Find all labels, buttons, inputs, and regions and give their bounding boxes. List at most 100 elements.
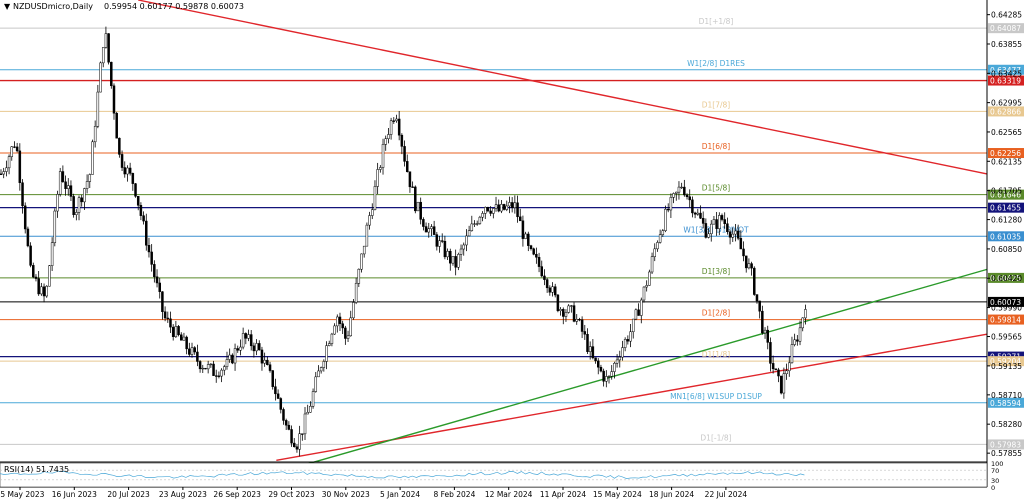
candle-body bbox=[556, 294, 560, 312]
candle-body bbox=[583, 331, 587, 335]
candle-body bbox=[45, 285, 48, 297]
price-badge bbox=[988, 75, 1024, 86]
candle-body bbox=[435, 234, 439, 247]
candle-body bbox=[645, 285, 648, 288]
candle-body bbox=[513, 202, 517, 208]
candle-body bbox=[720, 215, 724, 220]
price-badge bbox=[988, 64, 1024, 75]
candle-body bbox=[7, 156, 11, 169]
candle-body bbox=[683, 186, 686, 196]
candle-body bbox=[212, 363, 215, 376]
y-tick-label: 0.62995 bbox=[991, 99, 1022, 108]
candle-body bbox=[728, 231, 732, 238]
candle-body bbox=[249, 334, 253, 347]
candle-body bbox=[158, 282, 161, 292]
candle-body bbox=[739, 238, 743, 250]
candle-body bbox=[484, 207, 487, 214]
candle-body bbox=[475, 223, 479, 225]
x-tick-label: 30 Nov 2023 bbox=[322, 490, 370, 499]
candle-body bbox=[72, 196, 75, 215]
candle-body bbox=[798, 327, 802, 342]
candle-body bbox=[96, 91, 100, 127]
candle-body bbox=[327, 343, 331, 346]
candle-body bbox=[591, 346, 595, 359]
candle-body bbox=[712, 219, 716, 225]
candle-body bbox=[101, 47, 105, 64]
candle-body bbox=[527, 233, 530, 246]
candle-body bbox=[80, 197, 83, 203]
candle-body bbox=[440, 240, 444, 242]
candle-body bbox=[301, 433, 304, 435]
y-tick-label: 0.59565 bbox=[991, 333, 1022, 342]
candle-body bbox=[2, 171, 5, 175]
candle-body bbox=[18, 150, 22, 183]
candle-body bbox=[268, 364, 272, 371]
candle-body bbox=[91, 141, 94, 175]
candle-body bbox=[610, 371, 613, 377]
candle-body bbox=[465, 235, 468, 246]
candle-body bbox=[723, 219, 726, 224]
level-label: D1[2/8] bbox=[702, 309, 731, 318]
price-badge-label: 0.63477 bbox=[990, 66, 1021, 75]
candle-body bbox=[451, 256, 455, 264]
symbol-label: NZDUSDmicro,Daily bbox=[13, 2, 93, 11]
candle-body bbox=[163, 311, 167, 319]
candle-body bbox=[150, 251, 153, 265]
candle-body bbox=[134, 183, 137, 197]
candle-body bbox=[709, 223, 713, 235]
candle-body bbox=[32, 265, 35, 278]
candle-body bbox=[338, 316, 342, 324]
candle-body bbox=[414, 186, 417, 212]
candle-body bbox=[642, 286, 646, 301]
candle-body bbox=[779, 375, 783, 394]
ohlc-values: 0.59954 0.60177 0.59878 0.60073 bbox=[104, 2, 244, 11]
candle-body bbox=[707, 233, 710, 238]
candle-body bbox=[656, 242, 659, 250]
candle-body bbox=[785, 370, 788, 375]
candle-body bbox=[430, 226, 433, 229]
candle-body bbox=[279, 398, 283, 410]
candle-body bbox=[241, 333, 245, 348]
candle-body bbox=[333, 325, 336, 335]
candle-body bbox=[621, 347, 624, 358]
candle-body bbox=[793, 339, 796, 345]
rsi-frame bbox=[0, 462, 988, 488]
candle-body bbox=[742, 248, 745, 257]
candle-body bbox=[376, 169, 379, 187]
candle-body bbox=[161, 291, 164, 312]
candle-body bbox=[389, 120, 393, 135]
candle-body bbox=[303, 413, 307, 435]
candle-body bbox=[118, 137, 121, 155]
candle-body bbox=[196, 351, 199, 362]
candle-body bbox=[459, 248, 463, 255]
candle-body bbox=[85, 181, 89, 189]
candle-body bbox=[449, 250, 452, 264]
candle-body bbox=[516, 202, 519, 218]
candle-body bbox=[258, 343, 261, 351]
candle-body bbox=[677, 186, 681, 193]
candle-body bbox=[518, 216, 522, 222]
candle-body bbox=[744, 255, 748, 269]
candle-body bbox=[322, 361, 326, 368]
level-label: D1[7/8] bbox=[702, 100, 731, 109]
candle-body bbox=[381, 144, 385, 168]
rsi-label: RSI(14) 51.7435 bbox=[4, 465, 69, 474]
x-tick-label: 11 Apr 2024 bbox=[540, 490, 587, 499]
candle-body bbox=[115, 112, 118, 139]
price-badge bbox=[988, 356, 1024, 367]
y-tick-label: 0.57855 bbox=[991, 449, 1022, 458]
candle-body bbox=[349, 317, 352, 337]
candle-body bbox=[489, 210, 492, 214]
x-tick-label: 22 Jul 2024 bbox=[705, 490, 748, 499]
candle-body bbox=[510, 202, 514, 208]
candle-body bbox=[64, 181, 67, 189]
candle-body bbox=[282, 409, 285, 421]
candle-body bbox=[599, 366, 603, 372]
candle-body bbox=[77, 197, 81, 213]
candle-body bbox=[545, 279, 549, 289]
candle-body bbox=[594, 357, 597, 362]
candle-body bbox=[325, 345, 328, 362]
candle-body bbox=[185, 336, 188, 350]
price-badge-label: 0.63319 bbox=[990, 77, 1021, 86]
